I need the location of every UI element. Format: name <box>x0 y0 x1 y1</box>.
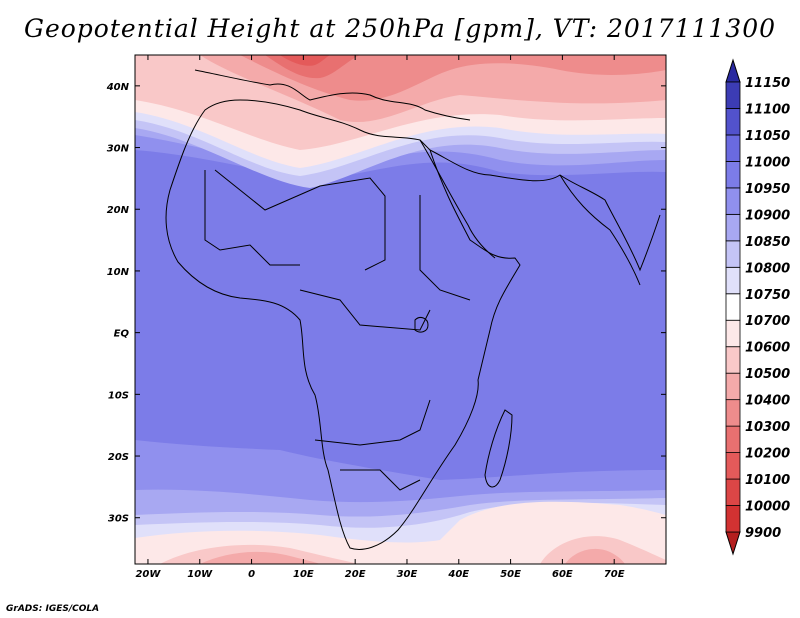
longitude-labels: 20W 10W 0 10E 20E 30E 40E 50E 60E 70E <box>135 569 624 580</box>
band-10400-north <box>240 55 666 101</box>
colorbar-box <box>725 81 741 109</box>
colorbar-box <box>725 478 741 506</box>
colorbar-label: 10200 <box>745 447 790 462</box>
colorbar-box <box>725 372 741 401</box>
colorbar-box <box>725 108 741 136</box>
colorbar-box <box>725 266 741 295</box>
colorbar-label: 10100 <box>745 473 790 488</box>
lake-victoria <box>414 317 429 333</box>
lon-label: 60E <box>552 569 573 580</box>
height-field <box>135 55 666 564</box>
colorbar-label: 10400 <box>745 394 790 409</box>
colorbar-box <box>725 240 741 268</box>
lat-label: 10N <box>107 267 130 278</box>
border-east <box>419 195 471 301</box>
lat-label: 30S <box>108 514 129 525</box>
colorbar-box <box>725 319 741 348</box>
arabia-coastline <box>429 149 661 272</box>
coastlines <box>165 69 661 550</box>
colorbar-label: 11100 <box>745 102 790 117</box>
lon-label: 20E <box>345 569 366 580</box>
colorbar-label: 10750 <box>745 288 790 303</box>
border-west <box>204 170 300 266</box>
map-title: Geopotential Height at 250hPa [gpm], VT:… <box>23 14 777 43</box>
colorbar-box <box>725 161 741 189</box>
lat-label: 20S <box>108 452 129 463</box>
red-sea <box>419 139 496 259</box>
colorbar-label: 10900 <box>745 208 790 223</box>
mediterranean-north <box>194 69 471 121</box>
border-south <box>314 399 431 446</box>
colorbar-box <box>725 452 741 480</box>
africa-coastline <box>165 99 521 550</box>
lat-label: 10S <box>108 390 129 401</box>
band-10500-south-east <box>565 548 625 564</box>
colorbar-box <box>725 505 741 533</box>
map-frame <box>134 54 667 565</box>
colorbar-label: 10700 <box>745 314 790 329</box>
band-10500-south <box>200 551 320 564</box>
colorbar-label: 10850 <box>745 235 790 250</box>
colorbar-arrow-high <box>725 58 741 83</box>
colorbar-label: 10000 <box>745 500 790 515</box>
colorbar-arrow-low <box>725 531 741 556</box>
lon-label: 10E <box>293 569 314 580</box>
colorbar-box <box>725 134 741 162</box>
colorbar: 9900 10000 10100 10200 10300 10400 10500 10600 1… <box>725 58 790 556</box>
lon-label: 0 <box>248 569 255 580</box>
colorbar-box <box>725 425 741 453</box>
lon-label: 10W <box>187 569 213 580</box>
colorbar-box <box>725 346 741 374</box>
colorbar-label: 10800 <box>745 261 790 276</box>
border-central <box>299 289 431 331</box>
lon-label: 70E <box>604 569 625 580</box>
latitude-labels: 40N 30N 20N 10N EQ 10S 20S 30S <box>106 82 130 525</box>
lon-label: 50E <box>500 569 521 580</box>
axis-ticks <box>135 55 666 564</box>
border-sahara <box>214 169 386 271</box>
colorbar-label: 11050 <box>745 129 790 144</box>
india-coastline <box>559 174 641 286</box>
grads-credit: GrADS: IGES/COLA <box>6 604 100 614</box>
colorbar-label: 11000 <box>745 155 790 170</box>
lon-label: 30E <box>397 569 418 580</box>
colorbar-label: 11150 <box>745 76 790 91</box>
lat-label: EQ <box>114 329 130 340</box>
colorbar-box <box>725 187 741 215</box>
colorbar-label: 10500 <box>745 367 790 382</box>
colorbar-box <box>725 293 741 321</box>
border-southern-africa <box>340 469 421 491</box>
colorbar-label: 9900 <box>745 526 781 541</box>
lon-label: 20W <box>135 569 161 580</box>
colorbar-box <box>725 399 741 427</box>
colorbar-label: 10600 <box>745 341 790 356</box>
colorbar-label: 10300 <box>745 420 790 435</box>
colorbar-label: 10950 <box>745 182 790 197</box>
lat-label: 30N <box>107 144 130 155</box>
band-10300-north <box>265 55 360 79</box>
band-10200-north <box>280 55 330 66</box>
lat-label: 40N <box>106 82 130 93</box>
colorbar-box <box>725 213 741 242</box>
lon-label: 40E <box>447 569 469 580</box>
lat-label: 20N <box>107 205 130 216</box>
madagascar-coastline <box>484 409 513 488</box>
